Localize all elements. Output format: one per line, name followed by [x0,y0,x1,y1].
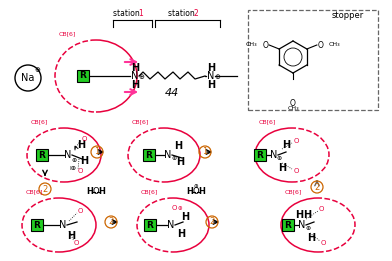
Text: H: H [199,187,205,197]
Text: H: H [207,80,215,90]
FancyBboxPatch shape [144,219,156,231]
Text: O: O [73,240,79,246]
Text: 2: 2 [193,9,198,19]
Text: H: H [278,163,286,173]
Text: CB[6]: CB[6] [26,189,44,194]
Text: H: H [174,141,182,151]
Text: O: O [320,240,326,246]
Text: 2: 2 [314,182,319,192]
Text: N: N [298,220,306,230]
Text: ⊕: ⊕ [34,67,40,73]
Text: 44: 44 [165,88,179,98]
Text: station: station [113,9,142,19]
Text: H: H [131,80,139,90]
Text: 1: 1 [94,147,100,157]
Text: R: R [285,221,291,229]
Text: H: H [98,187,105,197]
Text: CB[6]: CB[6] [31,119,48,124]
Text: CH₃: CH₃ [287,105,299,110]
Text: H: H [131,63,139,73]
Text: ⊕: ⊕ [194,185,198,189]
Text: H: H [80,156,88,166]
Text: O: O [81,136,87,142]
Text: N: N [270,150,278,160]
Bar [248,10,378,110]
Text: O: O [262,40,268,50]
Text: O: O [171,205,177,211]
Text: H: H [307,233,315,243]
Text: N: N [167,220,175,230]
Text: ⊕: ⊕ [305,226,310,230]
Text: ⊕: ⊕ [178,205,182,211]
Text: R: R [256,151,263,159]
Text: CB[6]: CB[6] [285,189,302,194]
Text: O: O [93,187,99,197]
Text: N: N [64,150,72,160]
Text: N: N [59,220,67,230]
Text: ⊕: ⊕ [171,157,177,162]
Text: ⊕: ⊕ [71,157,76,163]
Text: O: O [318,40,324,50]
Text: CB[6]: CB[6] [132,119,149,124]
Text: O: O [290,98,296,108]
Text: CH₃: CH₃ [329,43,341,48]
Text: H: H [67,231,75,241]
FancyBboxPatch shape [31,219,43,231]
Text: stopper: stopper [332,11,364,21]
Text: 2: 2 [42,185,47,193]
Text: H: H [295,210,303,220]
Text: ⊕: ⊕ [276,156,281,161]
Text: R: R [38,151,45,159]
FancyBboxPatch shape [36,149,48,161]
Text: H: H [176,157,184,167]
Text: O: O [193,187,199,197]
Text: H: H [207,63,215,73]
Text: O: O [293,168,299,174]
Text: 1: 1 [202,147,208,157]
Text: N: N [131,71,139,81]
Text: 1: 1 [138,9,143,19]
Text: H: H [282,140,290,150]
Text: O: O [293,138,299,144]
Text: ⊕: ⊕ [138,74,144,80]
Text: O: O [77,208,83,214]
Text: CB[6]: CB[6] [141,189,158,194]
Text: CB[6]: CB[6] [59,31,76,36]
Text: H: H [177,229,185,239]
Text: O: O [318,206,324,212]
Text: H: H [181,212,189,222]
Text: N: N [164,150,172,160]
Text: 2: 2 [209,217,215,227]
Text: N: N [207,71,215,81]
Text: H: H [87,187,93,197]
Text: R: R [147,221,153,229]
FancyBboxPatch shape [143,149,155,161]
Text: R: R [34,221,40,229]
Text: CB[6]: CB[6] [259,119,276,124]
Text: I⊕: I⊕ [69,165,76,170]
Text: R: R [145,151,152,159]
Text: Na: Na [21,73,34,83]
Text: station: station [168,9,197,19]
Text: 2: 2 [108,217,114,227]
Text: O: O [77,168,83,174]
FancyBboxPatch shape [77,70,89,82]
Text: H: H [77,140,85,150]
Text: R: R [80,72,87,80]
Text: H: H [303,210,311,220]
Text: ⊕: ⊕ [214,74,220,80]
Text: CH₃: CH₃ [245,43,257,48]
Text: H: H [187,187,193,197]
FancyBboxPatch shape [254,149,266,161]
FancyBboxPatch shape [282,219,294,231]
